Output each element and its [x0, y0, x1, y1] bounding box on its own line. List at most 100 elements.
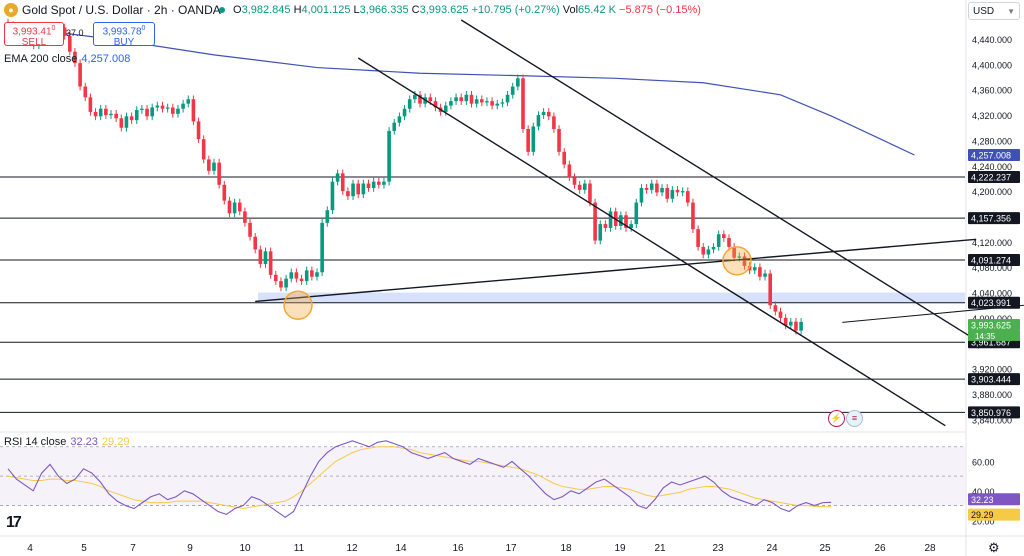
candle: [274, 271, 278, 285]
candle: [294, 268, 299, 283]
candle: [727, 234, 731, 251]
candle: [150, 103, 154, 121]
candle-body: [62, 27, 67, 36]
candle: [268, 247, 273, 279]
candle-body: [176, 108, 180, 114]
candle: [289, 268, 294, 283]
candle: [78, 59, 82, 91]
candle: [742, 252, 747, 270]
candle-body: [541, 111, 546, 116]
candle: [639, 184, 644, 207]
ema-legend[interactable]: EMA 200 close 4,257.008: [4, 53, 130, 65]
candle-body: [181, 103, 185, 109]
candle-body: [382, 181, 386, 185]
candle: [98, 104, 103, 121]
candle-body: [634, 202, 639, 225]
gear-icon[interactable]: ⚙: [988, 540, 1000, 555]
candle-body: [268, 251, 273, 275]
candle: [598, 220, 603, 245]
candle: [686, 187, 690, 207]
lightning-event-icon[interactable]: ⚡: [828, 410, 845, 427]
candle-body: [227, 200, 232, 214]
channel-upper-line: [460, 19, 972, 338]
candle: [763, 269, 767, 281]
candle-body: [577, 184, 582, 190]
date-axis-tick: 23: [712, 543, 724, 554]
sell-button[interactable]: 3,993.410 SELL: [4, 22, 64, 48]
candle-body: [608, 211, 613, 228]
candle-body: [253, 236, 257, 250]
date-axis-tick: 5: [81, 543, 87, 554]
candle: [495, 99, 500, 110]
candle: [186, 95, 191, 108]
candle: [191, 95, 196, 126]
candle-body: [68, 35, 72, 52]
level-price-tag-bg: [968, 171, 1020, 184]
candle: [562, 148, 566, 169]
candle-body: [284, 278, 288, 288]
candle: [171, 103, 175, 118]
candle: [325, 206, 330, 227]
candle: [583, 179, 587, 194]
candle: [752, 263, 757, 275]
candle: [181, 99, 185, 113]
candle: [320, 219, 324, 277]
candle-body: [722, 234, 726, 239]
price-axis-tick: 4,200.000: [972, 187, 1012, 197]
channel-lower-line: [357, 57, 946, 427]
candle-body: [588, 183, 592, 203]
date-axis-tick: 4: [27, 543, 33, 554]
price-pane: [0, 20, 965, 432]
candle-body: [237, 202, 242, 212]
gold-coin-icon: ●: [4, 3, 18, 17]
candle-body: [552, 116, 556, 130]
candle-body: [310, 270, 314, 277]
candle: [531, 122, 536, 156]
us-flag-event-icon[interactable]: ≡: [846, 410, 863, 427]
buy-button[interactable]: 3,993.780 BUY: [93, 22, 155, 48]
candle: [83, 82, 88, 102]
candle: [222, 180, 227, 205]
candle-body: [469, 94, 474, 104]
candle-body: [629, 224, 633, 228]
price-axis-tick: 4,360.000: [972, 86, 1012, 96]
candle-body: [263, 251, 268, 265]
rsi-legend[interactable]: RSI 14 close 32.23 29.29: [4, 436, 129, 448]
candle: [783, 314, 788, 330]
candle-body: [649, 183, 654, 190]
date-axis-tick: 25: [819, 543, 831, 554]
candle: [505, 90, 510, 107]
candle-body: [201, 139, 206, 160]
candle-body: [598, 224, 603, 241]
candle: [196, 117, 201, 143]
price-axis-tick: 3,880.000: [972, 390, 1012, 400]
candle-body: [98, 108, 103, 117]
symbol-title[interactable]: Gold Spot / U.S. Dollar · 2h · OANDA: [22, 3, 221, 17]
candle-body: [521, 78, 525, 130]
candle: [315, 268, 319, 281]
candle-body: [196, 121, 201, 140]
spread-value: 37.0: [66, 28, 84, 38]
price-axis-tick: 4,400.000: [972, 60, 1012, 70]
candle: [217, 158, 221, 189]
candle: [418, 90, 422, 108]
candle: [237, 198, 242, 216]
price-axis-tick: 4,320.000: [972, 111, 1012, 121]
candle: [510, 82, 515, 99]
candle: [624, 211, 628, 232]
candle: [454, 93, 458, 105]
currency-selector[interactable]: USD ▼: [968, 2, 1020, 20]
candle: [696, 225, 700, 251]
candle: [711, 243, 716, 254]
candle-body: [464, 94, 469, 102]
countdown-bg: [968, 330, 1020, 341]
price-axis-tick: 4,440.000: [972, 35, 1012, 45]
price-axis-tick: 4,080.000: [972, 263, 1012, 273]
price-axis-tick: 4,000.000: [972, 314, 1012, 324]
level-price-tag: 3,903.444: [971, 375, 1011, 385]
candle-body: [567, 164, 572, 178]
candle: [516, 74, 520, 91]
candle-body: [243, 211, 247, 223]
price-axis-tick: 4,120.000: [972, 238, 1012, 248]
